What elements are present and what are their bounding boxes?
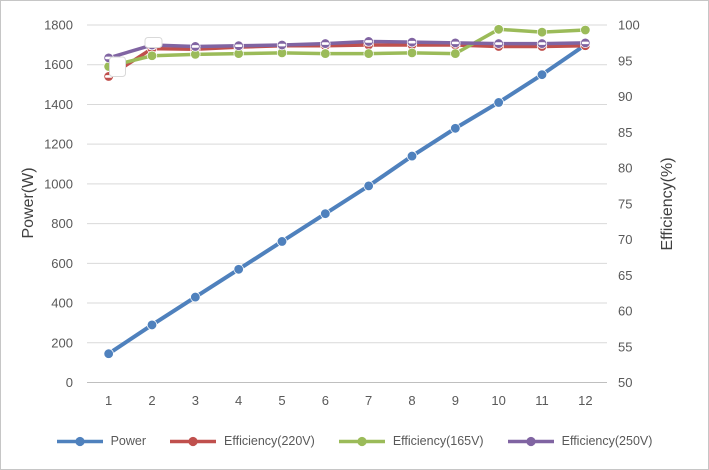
data-point-marker bbox=[276, 236, 288, 247]
right-axis-tick-label: 80 bbox=[618, 161, 632, 176]
series-line bbox=[106, 39, 588, 60]
data-point-marker bbox=[320, 48, 331, 59]
legend-marker bbox=[74, 436, 85, 446]
marker-dash bbox=[235, 44, 243, 48]
x-axis-tick-label: 1 bbox=[105, 393, 112, 408]
left-axis-tick-label: 1600 bbox=[44, 57, 73, 72]
marker-dash bbox=[451, 41, 459, 45]
left-axis-title: Power(W) bbox=[20, 167, 37, 239]
data-point-marker bbox=[146, 50, 158, 61]
right-axis-tick-label: 75 bbox=[618, 196, 632, 211]
right-axis-tick-label: 65 bbox=[618, 268, 632, 283]
marker-highlight-box bbox=[109, 56, 126, 77]
marker-dash bbox=[581, 41, 589, 45]
x-axis-tick-label: 12 bbox=[578, 393, 592, 408]
left-axis-tick-label: 400 bbox=[51, 296, 73, 311]
right-axis-tick-label: 95 bbox=[618, 53, 632, 68]
right-axis-tick-label: 100 bbox=[618, 18, 640, 33]
left-axis-tick-label: 1200 bbox=[44, 137, 73, 152]
data-point-marker bbox=[493, 24, 504, 35]
marker-dash bbox=[495, 42, 503, 45]
x-axis-tick-label: 6 bbox=[322, 393, 329, 408]
data-point-marker bbox=[103, 348, 114, 359]
series-efficiency-165v- bbox=[103, 24, 591, 72]
x-axis-tick-label: 10 bbox=[491, 393, 505, 408]
left-axis-tick-label: 1000 bbox=[44, 176, 73, 191]
data-point-marker bbox=[363, 180, 374, 192]
right-axis-tick-label: 60 bbox=[618, 304, 632, 319]
x-axis-tick-label: 5 bbox=[278, 393, 285, 408]
marker-dash bbox=[408, 40, 416, 44]
legend-item-efficiency-165v-: Efficiency(165V) bbox=[338, 434, 484, 448]
data-point-marker bbox=[146, 319, 158, 331]
left-axis-tick-label: 800 bbox=[51, 216, 73, 231]
legend-item-efficiency-250v-: Efficiency(250V) bbox=[507, 434, 653, 448]
right-axis-title: Efficiency(%) bbox=[659, 157, 676, 251]
data-point-marker bbox=[450, 48, 461, 59]
left-axis-tick-label: 600 bbox=[51, 256, 73, 271]
data-point-marker bbox=[536, 26, 548, 38]
legend-label: Efficiency(220V) bbox=[224, 434, 315, 448]
marker-dash bbox=[191, 45, 199, 48]
legend-marker bbox=[357, 436, 367, 446]
data-point-marker bbox=[493, 97, 504, 108]
data-point-marker bbox=[363, 48, 374, 59]
legend-swatch bbox=[56, 436, 103, 446]
data-point-marker bbox=[190, 291, 201, 303]
right-axis-tick-label: 70 bbox=[618, 232, 632, 247]
marker-dash bbox=[278, 43, 286, 47]
left-axis-tick-label: 200 bbox=[51, 335, 73, 350]
x-axis-tick-label: 3 bbox=[192, 393, 199, 408]
left-axis-tick-label: 0 bbox=[66, 375, 73, 390]
legend-swatch bbox=[170, 436, 217, 446]
legend-label: Efficiency(165V) bbox=[392, 434, 484, 448]
data-point-marker bbox=[536, 69, 548, 80]
data-point-marker bbox=[406, 150, 418, 162]
data-point-marker bbox=[580, 24, 591, 36]
data-point-marker bbox=[450, 123, 461, 134]
right-axis-tick-label: 90 bbox=[618, 89, 632, 104]
right-axis-tick-label: 55 bbox=[618, 339, 632, 354]
series-line bbox=[106, 27, 588, 69]
marker-highlight-box bbox=[144, 37, 163, 48]
series-efficiency-250v- bbox=[103, 36, 591, 64]
right-axis-tick-label: 50 bbox=[618, 375, 632, 390]
series-line bbox=[106, 43, 588, 79]
right-axis-tick-label: 85 bbox=[618, 125, 632, 140]
x-axis-tick-label: 2 bbox=[148, 393, 155, 408]
series-power bbox=[103, 39, 591, 359]
legend-marker bbox=[526, 436, 536, 446]
series-line bbox=[106, 42, 588, 356]
data-point-marker bbox=[320, 208, 331, 219]
legend-item-power: Power bbox=[56, 434, 147, 448]
legend-item-efficiency-220v-: Efficiency(220V) bbox=[170, 434, 315, 448]
x-axis-tick-label: 9 bbox=[452, 393, 459, 408]
legend-label: Power bbox=[110, 434, 147, 448]
x-axis-tick-label: 11 bbox=[535, 393, 549, 408]
x-axis-tick-label: 8 bbox=[408, 393, 415, 408]
data-point-marker bbox=[406, 47, 418, 59]
legend-label: Efficiency(250V) bbox=[561, 434, 653, 448]
legend-swatch bbox=[338, 436, 385, 446]
marker-dash bbox=[538, 42, 546, 45]
x-axis-tick-label: 4 bbox=[235, 393, 242, 408]
marker-dash bbox=[365, 40, 373, 43]
left-axis-tick-label: 1400 bbox=[44, 97, 73, 112]
chart-legend: Power Efficiency(220V) Efficiency(165V) Eff… bbox=[1, 434, 708, 448]
legend-swatch bbox=[507, 436, 554, 446]
legend-marker bbox=[188, 436, 198, 446]
left-axis-tick-label: 1800 bbox=[44, 18, 73, 33]
marker-dash bbox=[321, 42, 329, 45]
data-point-marker bbox=[233, 264, 244, 275]
x-axis-tick-label: 7 bbox=[365, 393, 372, 408]
